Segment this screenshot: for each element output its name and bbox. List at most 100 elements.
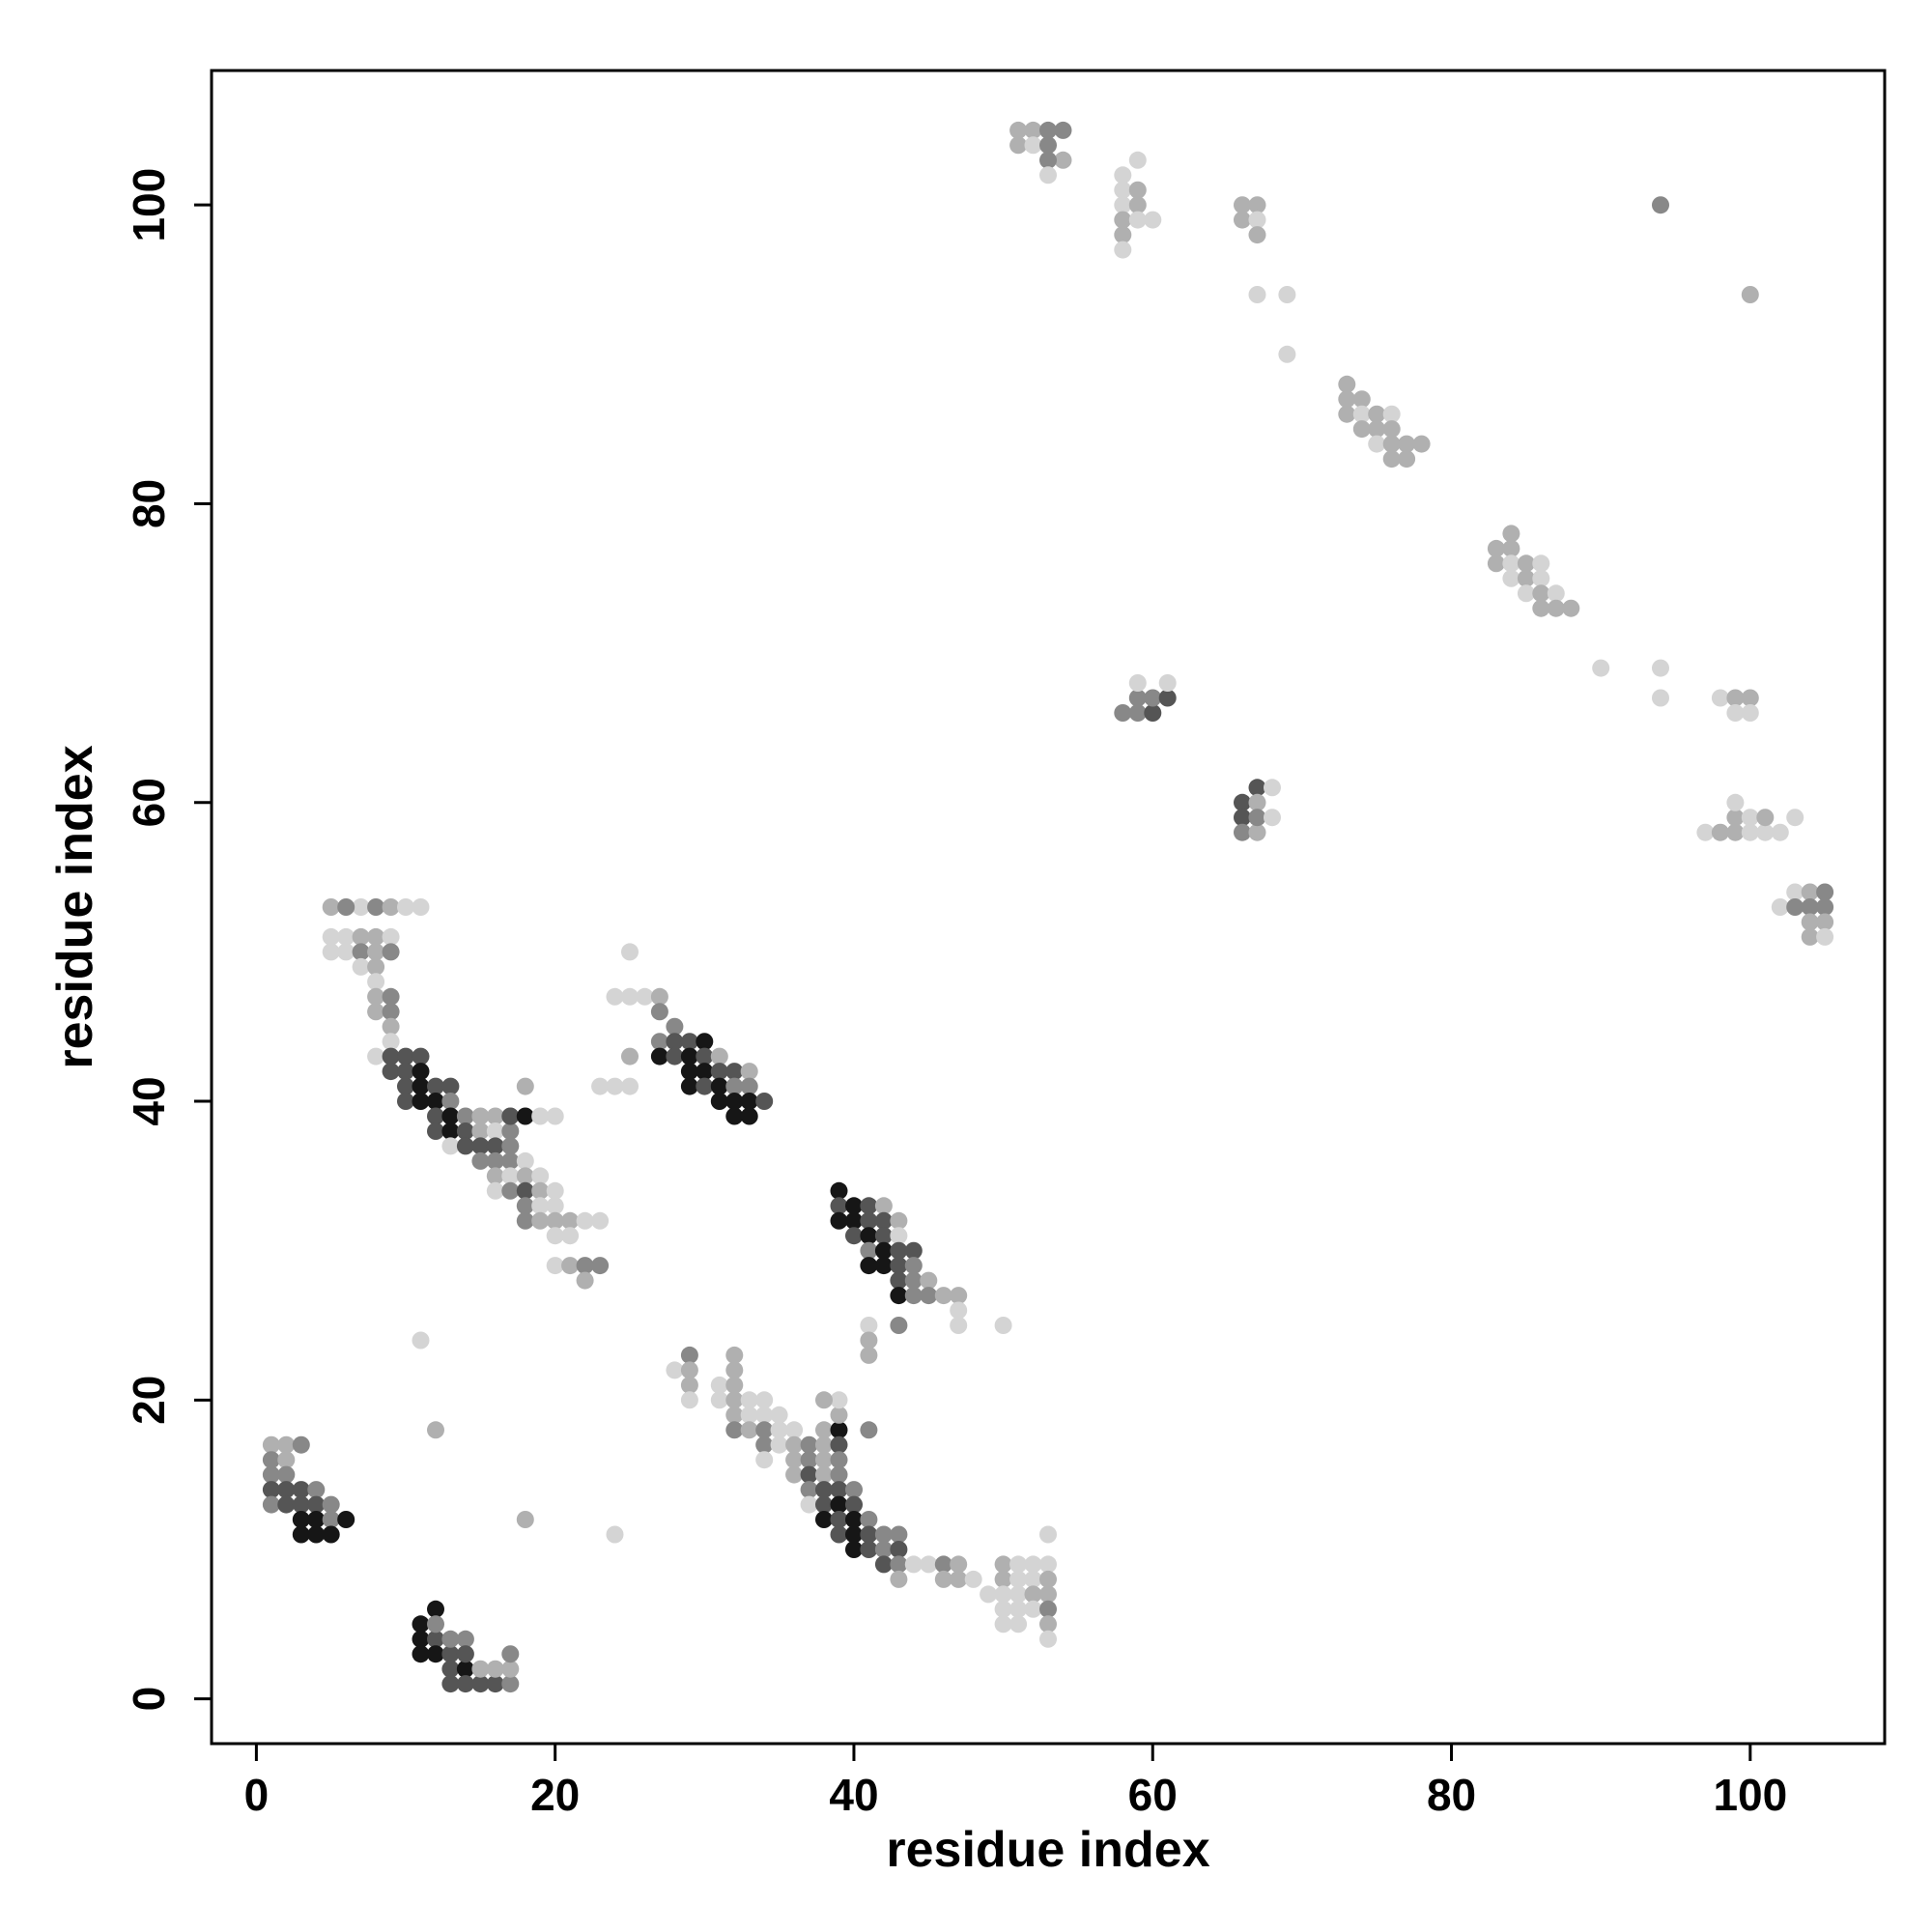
contact-point bbox=[680, 1361, 698, 1379]
x-tick-label: 60 bbox=[1128, 1770, 1178, 1820]
contact-point bbox=[501, 1645, 520, 1663]
contact-point bbox=[1726, 689, 1745, 707]
contact-point bbox=[785, 1435, 804, 1454]
contact-point bbox=[950, 1570, 968, 1588]
contact-point bbox=[427, 1421, 444, 1439]
contact-point bbox=[1816, 883, 1834, 901]
contact-point bbox=[904, 1555, 923, 1574]
contact-point bbox=[845, 1481, 863, 1499]
contact-point bbox=[680, 1063, 698, 1081]
contact-point bbox=[666, 1017, 684, 1036]
contact-point bbox=[1248, 809, 1266, 827]
contact-point bbox=[1039, 136, 1057, 155]
contact-point bbox=[486, 1137, 504, 1155]
contact-point bbox=[740, 1391, 758, 1409]
contact-point bbox=[890, 1287, 908, 1305]
contact-point bbox=[815, 1511, 833, 1528]
contact-point bbox=[994, 1555, 1012, 1574]
contact-point bbox=[1382, 405, 1401, 423]
contact-point bbox=[755, 1435, 774, 1454]
contact-point bbox=[680, 1391, 698, 1409]
contact-point bbox=[516, 1151, 534, 1170]
contact-point bbox=[994, 1585, 1012, 1604]
contact-point bbox=[1786, 898, 1804, 916]
contact-point bbox=[1532, 554, 1550, 573]
contact-point bbox=[994, 1615, 1012, 1634]
contact-point bbox=[1786, 809, 1804, 827]
contact-point bbox=[785, 1465, 804, 1484]
y-tick-label: 80 bbox=[124, 479, 174, 528]
contact-point bbox=[1248, 211, 1266, 229]
contact-point bbox=[800, 1495, 818, 1514]
contact-point bbox=[1128, 689, 1147, 707]
contact-point bbox=[1054, 151, 1072, 169]
contact-point bbox=[1128, 151, 1147, 169]
contact-point bbox=[427, 1645, 444, 1663]
x-tick-label: 40 bbox=[829, 1770, 878, 1820]
contact-point bbox=[1128, 196, 1147, 214]
contact-point bbox=[1264, 809, 1281, 827]
contact-point bbox=[337, 1511, 355, 1528]
contact-point bbox=[860, 1525, 878, 1544]
contact-point bbox=[441, 1093, 460, 1110]
contact-point bbox=[696, 1077, 714, 1095]
contact-point bbox=[890, 1570, 908, 1588]
contact-point bbox=[650, 1047, 668, 1065]
contact-point bbox=[382, 1063, 400, 1081]
contact-point bbox=[1741, 286, 1759, 303]
contact-point bbox=[531, 1197, 550, 1215]
contact-point bbox=[860, 1227, 878, 1245]
contact-point bbox=[262, 1451, 280, 1469]
contact-point bbox=[621, 1077, 639, 1095]
x-tick-label: 20 bbox=[530, 1770, 580, 1820]
contact-point bbox=[830, 1421, 848, 1439]
contact-point bbox=[277, 1435, 296, 1454]
contact-point bbox=[441, 1122, 460, 1140]
contact-point bbox=[904, 1271, 923, 1290]
contact-point bbox=[725, 1093, 744, 1110]
contact-point bbox=[1144, 704, 1162, 722]
contact-point bbox=[352, 898, 370, 916]
contact-point bbox=[546, 1107, 564, 1125]
contact-point bbox=[516, 1181, 534, 1200]
contact-point bbox=[696, 1033, 714, 1051]
contact-point bbox=[501, 1167, 520, 1185]
contact-point bbox=[800, 1481, 818, 1499]
contact-point bbox=[546, 1211, 564, 1230]
contact-point bbox=[441, 1137, 460, 1155]
contact-point bbox=[352, 957, 370, 976]
contact-point bbox=[1039, 1615, 1057, 1634]
contact-point bbox=[1412, 435, 1431, 453]
contact-point bbox=[367, 1003, 385, 1021]
contact-point bbox=[606, 1077, 624, 1095]
contact-point bbox=[382, 1017, 400, 1036]
contact-point bbox=[1368, 405, 1386, 423]
contact-point bbox=[860, 1211, 878, 1230]
contact-point bbox=[890, 1317, 908, 1334]
contact-point bbox=[1786, 883, 1804, 901]
contact-point bbox=[830, 1211, 848, 1230]
contact-point bbox=[845, 1525, 863, 1544]
contact-point bbox=[352, 927, 370, 946]
contact-point bbox=[546, 1197, 564, 1215]
contact-point bbox=[1801, 927, 1819, 946]
contact-point bbox=[397, 1047, 414, 1065]
contact-point bbox=[322, 943, 340, 961]
contact-point bbox=[830, 1465, 848, 1484]
contact-point bbox=[650, 987, 668, 1006]
y-tick-label: 0 bbox=[124, 1687, 174, 1712]
contact-point bbox=[1711, 823, 1729, 841]
contact-point bbox=[367, 987, 385, 1006]
contact-point bbox=[382, 927, 400, 946]
contact-point bbox=[950, 1555, 968, 1574]
contact-point bbox=[950, 1301, 968, 1320]
contact-point bbox=[262, 1481, 280, 1499]
contact-point bbox=[1128, 704, 1147, 722]
contact-point bbox=[1128, 211, 1147, 229]
contact-point bbox=[830, 1181, 848, 1200]
contact-point bbox=[367, 973, 385, 991]
contact-point bbox=[292, 1495, 310, 1514]
contact-point bbox=[994, 1570, 1012, 1588]
contact-point bbox=[412, 898, 430, 916]
contact-point bbox=[1114, 181, 1132, 199]
